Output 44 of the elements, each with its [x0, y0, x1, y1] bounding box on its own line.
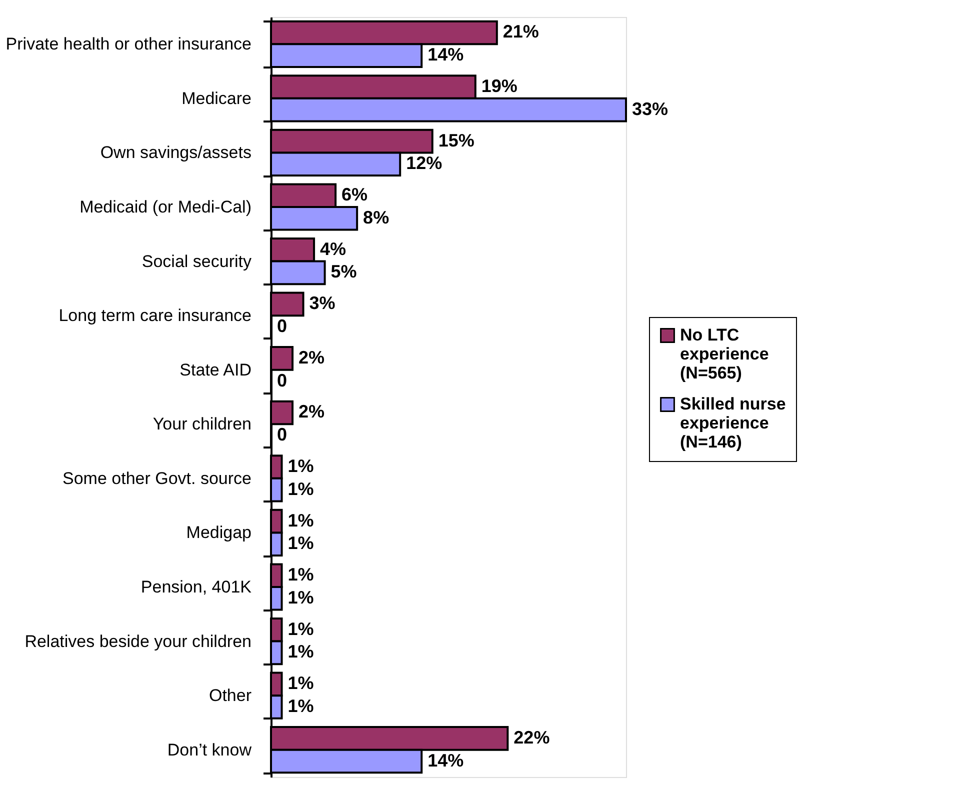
- data-label: 15%: [438, 130, 474, 150]
- data-label: 14%: [428, 44, 464, 65]
- data-label: 1%: [288, 456, 314, 476]
- data-label: 8%: [363, 207, 390, 228]
- y-tick-label: Medigap: [186, 523, 252, 542]
- data-label: 1%: [288, 642, 314, 662]
- data-label: 14%: [428, 750, 464, 770]
- data-label: 1%: [288, 587, 314, 608]
- y-tick-label: Social security: [142, 252, 252, 271]
- data-label: 1%: [288, 696, 314, 716]
- y-tick-label: State AID: [180, 360, 252, 380]
- data-label: 12%: [406, 153, 442, 174]
- y-tick-label: Other: [208, 686, 252, 706]
- data-label: 6%: [342, 184, 368, 205]
- data-label: 0: [277, 316, 288, 336]
- data-label: 21%: [502, 22, 539, 42]
- data-label: 5%: [330, 262, 357, 282]
- data-label: 0: [277, 424, 288, 445]
- data-label: 2%: [298, 402, 325, 422]
- y-tick-label: Don’t know: [167, 740, 252, 760]
- data-label: 1%: [288, 673, 314, 694]
- y-tick-label: Medicaid (or Medi-Cal): [80, 198, 252, 216]
- data-label: 33%: [632, 98, 668, 119]
- data-label: 0: [277, 370, 288, 390]
- data-label: 4%: [320, 238, 346, 259]
- data-label: 1%: [288, 564, 314, 585]
- data-label: 1%: [288, 533, 314, 554]
- y-tick-label: Private health or other insurance: [6, 34, 252, 54]
- data-label: 2%: [298, 347, 325, 368]
- data-label: 1%: [288, 618, 314, 639]
- y-tick-label: Your children: [152, 414, 252, 434]
- y-tick-label: Pension, 401K: [140, 578, 252, 596]
- data-label: 22%: [514, 727, 550, 748]
- data-label: 1%: [288, 510, 314, 530]
- y-tick-label: Own savings/assets: [100, 143, 252, 162]
- data-label: 1%: [288, 478, 314, 499]
- y-tick-label: Some other Govt. source: [62, 468, 252, 488]
- legend-label: Skilled nurse experience (N=146): [680, 394, 786, 452]
- data-label: 19%: [481, 76, 518, 96]
- data-label: 3%: [309, 293, 336, 314]
- y-tick-label: Relatives beside your children: [24, 632, 252, 651]
- legend-label: No LTC experience (N=565): [680, 326, 769, 382]
- y-tick-label: Medicare: [182, 88, 252, 108]
- y-tick-label: Long term care insurance: [58, 306, 252, 326]
